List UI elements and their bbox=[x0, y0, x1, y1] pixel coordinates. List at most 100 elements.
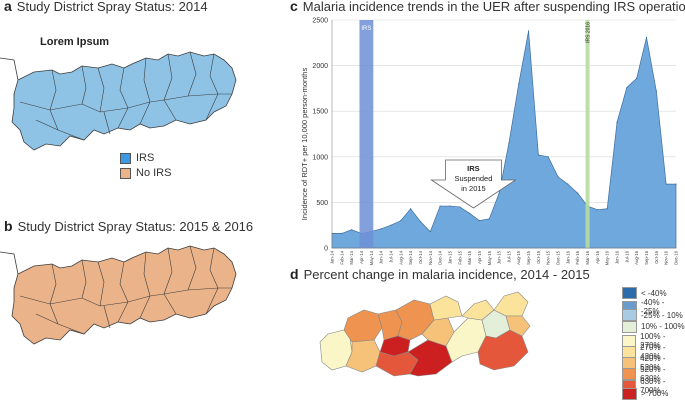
x-tick-label: Nov-16 bbox=[664, 250, 669, 264]
pc-legend-item: 270% - 420% bbox=[622, 343, 685, 361]
map-d-district-west2 bbox=[343, 309, 383, 343]
x-tick-label: Nov-15 bbox=[546, 250, 551, 264]
x-tick-label: May-16 bbox=[605, 250, 610, 265]
pc-legend-item: > 700% bbox=[622, 387, 669, 400]
data-point bbox=[410, 208, 412, 210]
panel-c-title-text: Malaria incidence trends in the UER afte… bbox=[302, 0, 685, 14]
y-tick-label: 2000 bbox=[312, 63, 328, 70]
map-d-district-e5 bbox=[493, 291, 529, 317]
pc-legend-item: < -40% bbox=[622, 287, 667, 299]
pc-legend-label: 420% - 520% bbox=[640, 354, 666, 373]
x-tick-label: Jun-16 bbox=[615, 250, 620, 264]
pc-legend-label: < -40% bbox=[641, 288, 667, 298]
data-point bbox=[419, 220, 422, 223]
irs-band bbox=[359, 20, 374, 248]
incidence-area bbox=[331, 30, 677, 249]
data-point bbox=[459, 206, 461, 208]
x-tick-label: Apr-16 bbox=[595, 250, 600, 264]
x-tick-label: Oct-14 bbox=[418, 250, 423, 264]
x-tick-label: Jun-15 bbox=[497, 250, 502, 264]
pc-legend-label: 630% - 700% bbox=[640, 376, 666, 395]
pc-legend-label: 270% - 420% bbox=[640, 343, 666, 361]
panel-d-title-text: Percent change in malaria incidence, 201… bbox=[303, 267, 590, 282]
y-tick-label: 1500 bbox=[312, 109, 328, 116]
x-tick-label: Jan-16 bbox=[565, 250, 570, 264]
data-point bbox=[537, 154, 539, 156]
data-point bbox=[547, 156, 549, 158]
map-b-outer-line bbox=[0, 251, 19, 275]
x-tick-label: Apr-15 bbox=[477, 250, 482, 264]
legend-a-noirs: No IRS bbox=[120, 167, 171, 179]
data-point bbox=[390, 224, 392, 226]
y-tick-label: 500 bbox=[316, 200, 328, 207]
data-point bbox=[439, 205, 441, 207]
data-point bbox=[675, 183, 677, 185]
panel-a-title-text: Study District Spray Status: 2014 bbox=[16, 0, 208, 14]
map-d-district-e4 bbox=[477, 329, 529, 371]
map-b-borders bbox=[19, 245, 232, 335]
data-point bbox=[655, 90, 657, 92]
x-tick-label: Aug-16 bbox=[634, 250, 639, 264]
x-tick-label: Feb-15 bbox=[457, 250, 462, 264]
suspended-arrow-text: IRS bbox=[467, 164, 480, 173]
pc-legend-item: 10% - 100% bbox=[622, 320, 685, 333]
data-point bbox=[518, 83, 520, 85]
pc-legend-label: 10% - 100% bbox=[641, 322, 685, 332]
suspended-arrow-text: Suspended bbox=[454, 174, 492, 183]
map-d-district-e6 bbox=[505, 315, 531, 337]
pc-legend-label: -40% - -25% bbox=[640, 298, 665, 317]
data-point bbox=[606, 208, 608, 210]
pc-legend-label: > 700% bbox=[641, 389, 669, 399]
x-tick-label: Sep-14 bbox=[408, 250, 413, 264]
map-b-region-outline bbox=[11, 245, 237, 345]
chart-x-ticks: Jan-14 Feb-14 Mar-14 Apr-14 May-14 Jun-14 Jul-… bbox=[330, 250, 679, 265]
map-a-districts bbox=[0, 51, 237, 151]
legend-a-noirs-label: No IRS bbox=[136, 167, 172, 179]
panel-d-title: d Percent change in malaria incidence, 20… bbox=[290, 266, 590, 282]
x-tick-label: Mar-14 bbox=[349, 250, 354, 264]
data-point bbox=[665, 183, 667, 185]
x-tick-label: Apr-14 bbox=[359, 250, 364, 264]
pc-legend-item: -25% - 10% bbox=[622, 309, 683, 322]
map-d bbox=[319, 291, 531, 377]
x-tick-label: Feb-14 bbox=[339, 250, 344, 264]
irs-2016-label: IRS 2016 bbox=[586, 22, 592, 43]
pc-legend-swatch bbox=[622, 287, 637, 299]
panel-c-title: c Malaria incidence trends in the UER aft… bbox=[290, 0, 685, 14]
panel-d-letter: d bbox=[290, 266, 299, 282]
x-tick-label: Oct-16 bbox=[654, 250, 659, 264]
x-tick-label: Aug-14 bbox=[398, 250, 403, 264]
x-tick-label: Dec-15 bbox=[556, 250, 561, 264]
suspended-arrow-text: in 2015 bbox=[461, 184, 486, 193]
data-point bbox=[508, 142, 510, 144]
x-tick-label: Dec-14 bbox=[438, 250, 443, 264]
data-point bbox=[488, 218, 490, 220]
panel-c-letter: c bbox=[290, 0, 298, 14]
data-point bbox=[380, 228, 382, 230]
y-tick-label: 2500 bbox=[312, 18, 328, 25]
y-tick-label: 0 bbox=[324, 246, 328, 253]
legend-a-noirs-swatch bbox=[120, 167, 131, 179]
data-point bbox=[478, 220, 481, 222]
suspended-arrow bbox=[430, 159, 517, 209]
data-point bbox=[567, 183, 569, 185]
x-tick-label: Jan-14 bbox=[330, 250, 335, 264]
map-d-district-c7 bbox=[429, 295, 463, 321]
x-tick-label: Aug-15 bbox=[516, 250, 521, 264]
pc-legend-label: 520% - 630% bbox=[640, 365, 666, 384]
data-point bbox=[449, 205, 451, 207]
x-tick-label: Dec-16 bbox=[674, 250, 679, 264]
panel-a-letter: a bbox=[4, 0, 12, 14]
x-tick-label: Jul-15 bbox=[506, 250, 511, 262]
legend-a-irs-label: IRS bbox=[136, 152, 155, 164]
map-d-district-west3 bbox=[345, 339, 381, 373]
chart-irs-band: IRS IRS 2016 bbox=[331, 20, 676, 249]
x-tick-label: Mar-15 bbox=[467, 250, 472, 264]
data-point bbox=[596, 209, 598, 211]
map-b bbox=[0, 245, 237, 345]
map-a-heading: Lorem Ipsum bbox=[40, 36, 110, 48]
data-point bbox=[636, 77, 638, 79]
legend-a-irs-swatch bbox=[120, 152, 131, 164]
panel-b-title: b Study District Spray Status: 2015 & 201… bbox=[4, 218, 253, 234]
panel-b-title-text: Study District Spray Status: 2015 & 2016 bbox=[17, 219, 254, 234]
